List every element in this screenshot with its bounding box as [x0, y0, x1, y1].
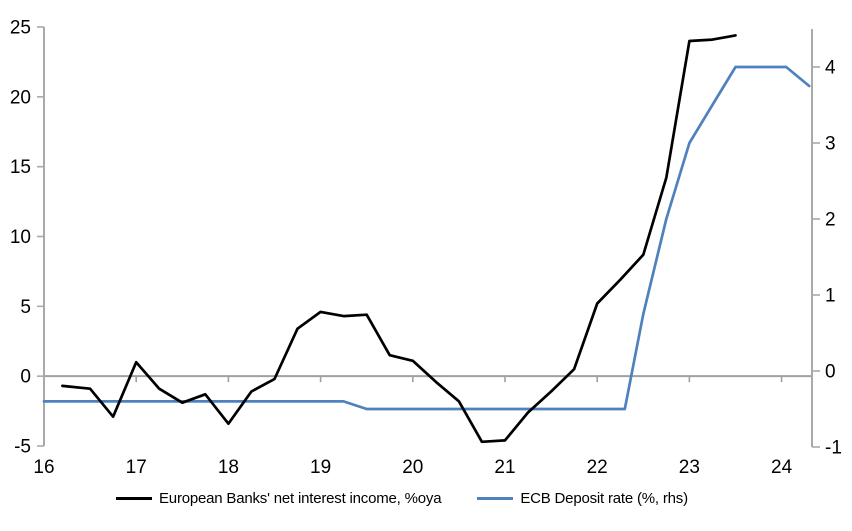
- y-left-tick-label: 20: [10, 87, 31, 108]
- y-left-tick-label: -5: [14, 437, 31, 458]
- y-right-tick-label: 4: [825, 58, 836, 79]
- y-left-tick-label: 0: [20, 367, 31, 388]
- black-line-sample: [116, 497, 152, 500]
- y-right-tick-label: 2: [825, 210, 836, 231]
- y-right-tick-label: 1: [825, 286, 836, 307]
- y-left-tick-label: 15: [10, 157, 31, 178]
- x-axis-tick-label: 20: [402, 457, 423, 478]
- x-axis-tick-label: 24: [771, 457, 793, 478]
- legend-label-ecb-deposit-rate: ECB Deposit rate (%, rhs): [520, 490, 688, 507]
- blue-line-sample: [477, 497, 514, 500]
- y-left-tick-label: 5: [20, 297, 31, 318]
- y-left-tick-label: 25: [10, 18, 31, 39]
- y-right-tick-label: 3: [825, 134, 836, 155]
- x-axis-tick-label: 18: [218, 457, 239, 478]
- x-axis-tick-label: 21: [494, 457, 515, 478]
- y-right-tick-label: 0: [825, 362, 836, 383]
- series-line-ecb-deposit-rate: [42, 65, 811, 411]
- chart-legend: European Banks' net interest income, %oy…: [116, 490, 688, 507]
- x-axis-tick-label: 17: [126, 457, 147, 478]
- x-axis-tick-label: 23: [679, 457, 700, 478]
- legend-item-net-interest-income: European Banks' net interest income, %oy…: [116, 490, 442, 507]
- x-axis-tick-label: 19: [310, 457, 331, 478]
- x-axis-tick-label: 22: [587, 457, 608, 478]
- y-right-tick-label: -1: [825, 438, 842, 459]
- x-axis-tick-label: 16: [33, 457, 54, 478]
- legend-item-ecb-deposit-rate: ECB Deposit rate (%, rhs): [477, 490, 688, 507]
- y-left-tick-label: 10: [10, 227, 31, 248]
- legend-label-net-interest-income: European Banks' net interest income, %oy…: [159, 490, 442, 507]
- series-line-european-banks-net-interest-income: [61, 34, 737, 444]
